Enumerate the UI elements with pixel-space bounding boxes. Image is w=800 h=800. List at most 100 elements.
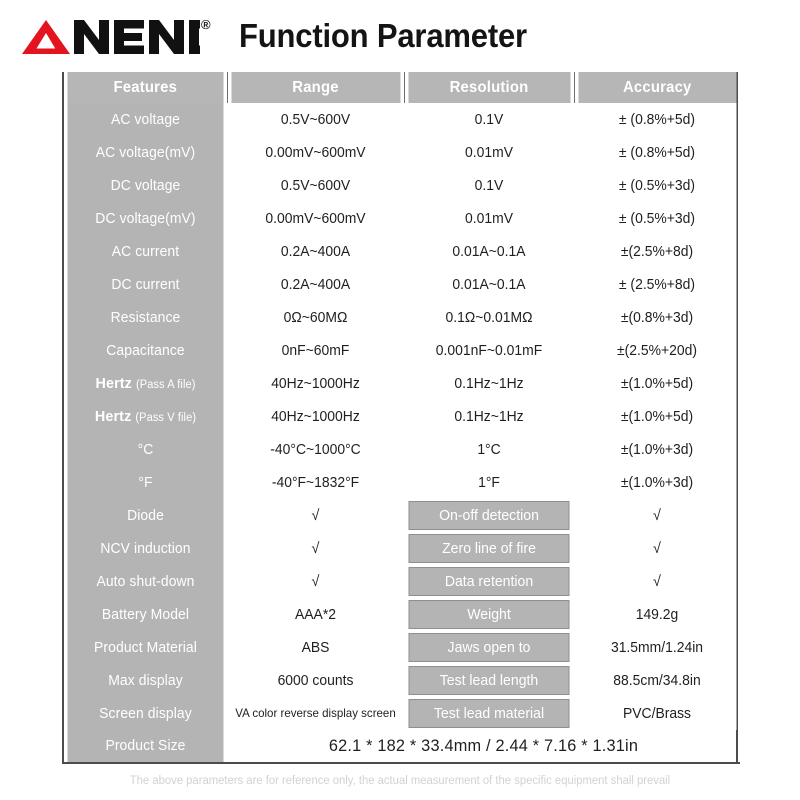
row-resolution-value: 0.001nF~0.01mF [407, 334, 571, 367]
row-left-value: VA color reverse display screen [230, 697, 401, 730]
row-right-label: Test lead material [408, 699, 570, 728]
column-header-range: Range [230, 72, 401, 103]
row-feature-label: Product Material [67, 631, 224, 664]
row-right-label: Zero line of fire [408, 534, 570, 563]
row-feature-label: DC voltage(mV) [67, 202, 224, 235]
row-left-value: √ [230, 532, 401, 565]
row-feature-label: Battery Model [67, 598, 224, 631]
column-header-resolution: Resolution [406, 72, 571, 103]
row-feature-label: °C [67, 433, 224, 466]
table-row: Auto shut-down √ Data retention √ [64, 565, 740, 598]
row-resolution-value: 0.1V [407, 169, 571, 202]
row-resolution-value: 0.01A~0.1A [407, 235, 571, 268]
row-left-value: 6000 counts [230, 664, 401, 697]
disclaimer-note: The above parameters are for reference o… [129, 775, 671, 787]
row-feature-label: Hertz (Pass V file) [67, 400, 224, 433]
row-right-label-cell: On-off detection [404, 499, 574, 532]
product-size-label: Product Size [67, 730, 224, 764]
row-accuracy-value: ±(1.0%+3d) [577, 466, 737, 499]
specification-table: Features Range Resolution Accuracy AC vo… [64, 72, 740, 764]
row-right-value: 88.5cm/34.8in [577, 664, 737, 697]
product-size-value: 62.1 * 182 * 33.4mm / 2.44 * 7.16 * 1.31… [237, 730, 730, 764]
row-accuracy-value: ± (0.5%+3d) [577, 169, 737, 202]
table-row: NCV induction √ Zero line of fire √ [64, 532, 740, 565]
row-feature-label: AC voltage [67, 103, 224, 136]
table-row-product-size: Product Size 62.1 * 182 * 33.4mm / 2.44 … [64, 730, 740, 764]
table-row: Diode √ On-off detection √ [64, 499, 740, 532]
row-resolution-value: 1°F [407, 466, 571, 499]
row-left-value: √ [230, 499, 401, 532]
row-accuracy-value: ± (0.5%+3d) [577, 202, 737, 235]
registered-trademark: ® [201, 17, 211, 32]
row-range-value: 0.2A~400A [230, 268, 401, 301]
aneng-wordmark-icon [22, 20, 200, 54]
table-row: Hertz (Pass A file) 40Hz~1000Hz 0.1Hz~1H… [64, 367, 740, 400]
row-feature-label: NCV induction [67, 532, 224, 565]
row-resolution-value: 0.1V [407, 103, 571, 136]
row-right-value: 149.2g [577, 598, 737, 631]
row-right-label: Data retention [408, 567, 570, 596]
table-row: DC current 0.2A~400A 0.01A~0.1A ± (2.5%+… [64, 268, 740, 301]
table-row: Resistance 0Ω~60MΩ 0.1Ω~0.01MΩ ±(0.8%+3d… [64, 301, 740, 334]
row-left-value: √ [230, 565, 401, 598]
row-right-label: Weight [408, 600, 570, 629]
row-resolution-value: 0.1Hz~1Hz [407, 367, 571, 400]
specification-table-wrapper: Features Range Resolution Accuracy AC vo… [62, 72, 738, 764]
page-header: ® Function Parameter [0, 0, 800, 72]
row-range-value: 0.5V~600V [230, 169, 401, 202]
table-row: Product Material ABS Jaws open to 31.5mm… [64, 631, 740, 664]
table-row: DC voltage(mV) 0.00mV~600mV 0.01mV ± (0.… [64, 202, 740, 235]
row-range-value: 40Hz~1000Hz [230, 400, 401, 433]
hertz-label: Hertz [94, 408, 132, 425]
column-header-features: Features [67, 72, 224, 103]
row-resolution-value: 0.01A~0.1A [407, 268, 571, 301]
row-right-label-cell: Weight [404, 598, 574, 631]
row-accuracy-value: ±(1.0%+5d) [577, 400, 737, 433]
table-row: Screen display VA color reverse display … [64, 697, 740, 730]
column-header-accuracy: Accuracy [576, 72, 737, 103]
row-right-label-cell: Zero line of fire [404, 532, 574, 565]
row-accuracy-value: ± (0.8%+5d) [577, 103, 737, 136]
row-right-label-cell: Jaws open to [404, 631, 574, 664]
table-row: AC voltage 0.5V~600V 0.1V ± (0.8%+5d) [64, 103, 740, 136]
row-accuracy-value: ±(1.0%+3d) [577, 433, 737, 466]
row-feature-label: Capacitance [67, 334, 224, 367]
row-accuracy-value: ± (2.5%+8d) [577, 268, 737, 301]
row-right-value: PVC/Brass [577, 697, 737, 730]
row-right-label: Test lead length [408, 666, 570, 695]
row-feature-label: Max display [67, 664, 224, 697]
table-row: AC voltage(mV) 0.00mV~600mV 0.01mV ± (0.… [64, 136, 740, 169]
row-feature-label: Screen display [67, 697, 224, 730]
row-feature-label: Diode [67, 499, 224, 532]
row-right-value: 31.5mm/1.24in [577, 631, 737, 664]
row-right-label-cell: Data retention [404, 565, 574, 598]
row-right-label: Jaws open to [408, 633, 570, 662]
row-accuracy-value: ±(2.5%+20d) [577, 334, 737, 367]
row-range-value: 40Hz~1000Hz [230, 367, 401, 400]
page-title: Function Parameter [238, 17, 527, 54]
row-feature-label: Auto shut-down [67, 565, 224, 598]
row-accuracy-value: ± (0.8%+5d) [577, 136, 737, 169]
hertz-label: Hertz [95, 375, 132, 392]
row-resolution-value: 1°C [407, 433, 571, 466]
row-accuracy-value: ±(2.5%+8d) [577, 235, 737, 268]
row-resolution-value: 0.1Ω~0.01MΩ [407, 301, 571, 334]
table-row: °F -40°F~1832°F 1°F ±(1.0%+3d) [64, 466, 740, 499]
row-feature-label: °F [67, 466, 224, 499]
row-feature-label: AC current [67, 235, 224, 268]
row-range-value: 0.00mV~600mV [230, 136, 401, 169]
table-row: AC current 0.2A~400A 0.01A~0.1A ±(2.5%+8… [64, 235, 740, 268]
row-right-label: On-off detection [408, 501, 570, 530]
row-feature-label: DC voltage [67, 169, 224, 202]
row-left-value: AAA*2 [230, 598, 401, 631]
row-feature-label: Resistance [67, 301, 224, 334]
row-left-value: ABS [230, 631, 401, 664]
table-header-row: Features Range Resolution Accuracy [64, 72, 740, 103]
row-resolution-value: 0.1Hz~1Hz [407, 400, 571, 433]
row-range-value: 0nF~60mF [230, 334, 401, 367]
row-right-value: √ [577, 532, 737, 565]
hertz-sublabel: (Pass A file) [135, 379, 196, 391]
hertz-sublabel: (Pass V file) [135, 412, 197, 424]
row-feature-label: DC current [67, 268, 224, 301]
aneng-logo: ® [22, 16, 211, 56]
